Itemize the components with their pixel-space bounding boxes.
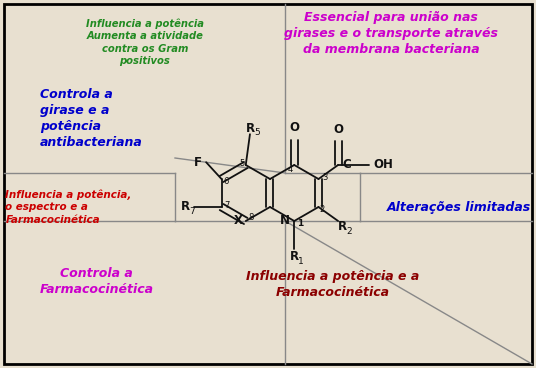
Text: 3: 3: [322, 173, 327, 181]
Text: 6: 6: [224, 177, 229, 187]
Text: Influencia a potência,
o espectro e a
Farmacocinética: Influencia a potência, o espectro e a Fa…: [5, 190, 132, 225]
Text: OH: OH: [373, 159, 393, 171]
Text: 5: 5: [239, 159, 244, 167]
Text: R: R: [289, 251, 299, 263]
Text: O: O: [289, 121, 299, 134]
Text: 1: 1: [299, 256, 304, 265]
Text: Controla a
girase e a
potência
antibacteriana: Controla a girase e a potência antibacte…: [40, 88, 143, 149]
Text: Controla a
Farmacocinética: Controla a Farmacocinética: [40, 267, 153, 296]
Text: F: F: [194, 156, 202, 169]
Text: Alterações limitadas: Alterações limitadas: [386, 201, 531, 213]
Text: 1: 1: [297, 219, 303, 229]
Text: 4: 4: [288, 164, 293, 173]
Text: C: C: [342, 159, 351, 171]
Text: 7: 7: [190, 206, 196, 216]
Text: X: X: [234, 215, 243, 227]
Text: Influencia a potência
Aumenta a atividade
contra os Gram
positivos: Influencia a potência Aumenta a atividad…: [86, 18, 204, 66]
Text: 2: 2: [346, 226, 352, 236]
Text: O: O: [333, 123, 343, 136]
Text: R: R: [245, 122, 255, 135]
Text: Influencia a potência e a
Farmacocinética: Influencia a potência e a Farmacocinétic…: [245, 270, 419, 300]
Text: R: R: [181, 201, 190, 213]
Text: Essencial para união nas
girases e o transporte através
da membrana bacteriana: Essencial para união nas girases e o tra…: [284, 11, 498, 56]
Text: 8: 8: [248, 213, 254, 223]
Text: 7: 7: [224, 201, 229, 209]
Text: R: R: [338, 220, 347, 234]
Text: 2: 2: [320, 205, 325, 213]
Text: 5: 5: [254, 128, 260, 137]
Text: N: N: [280, 213, 291, 226]
